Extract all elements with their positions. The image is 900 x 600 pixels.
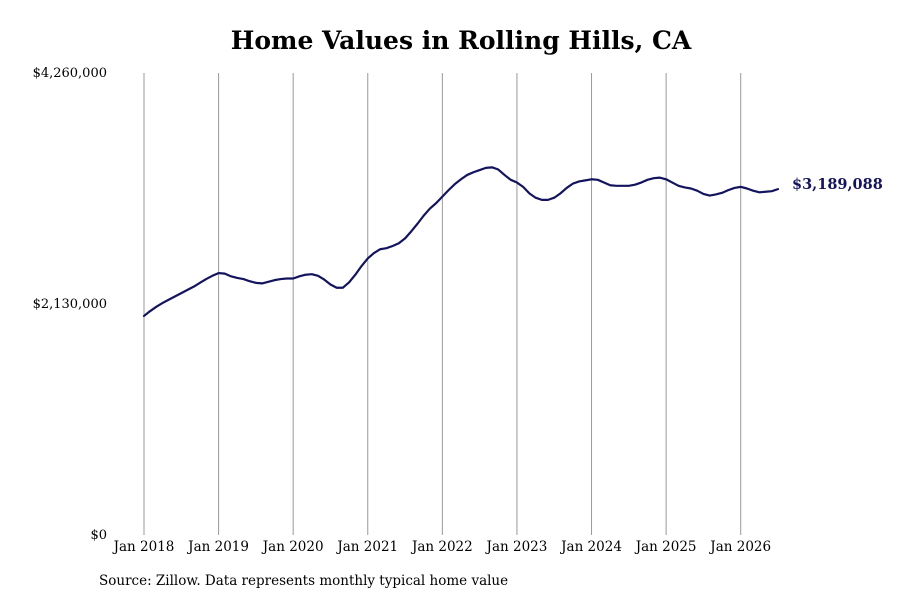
x-tick-label: Jan 2020 bbox=[261, 539, 324, 555]
y-tick-label: $4,260,000 bbox=[33, 66, 107, 81]
source-note: Source: Zillow. Data represents monthly … bbox=[99, 573, 509, 589]
x-tick-label: Jan 2022 bbox=[410, 539, 473, 555]
x-tick-label: Jan 2023 bbox=[485, 539, 548, 555]
x-tick-label: Jan 2024 bbox=[559, 539, 622, 555]
x-axis-ticks: Jan 2018 Jan 2019 Jan 2020 Jan 2021 Jan 2022… bbox=[112, 539, 772, 555]
y-tick-label: $0 bbox=[90, 528, 107, 543]
x-tick-label: Jan 2026 bbox=[708, 539, 771, 555]
end-value-label: $3,189,088 bbox=[792, 176, 883, 193]
y-tick-label: $2,130,000 bbox=[33, 297, 107, 312]
series-layer: $3,189,088 bbox=[142, 166, 883, 318]
gridlines bbox=[143, 73, 742, 535]
x-tick-label: Jan 2021 bbox=[335, 539, 398, 555]
series-line-0 bbox=[142, 166, 780, 318]
x-tick-label: Jan 2018 bbox=[112, 539, 175, 555]
x-tick-label: Jan 2019 bbox=[186, 539, 249, 555]
y-axis-ticks: $0 $2,130,000 $4,260,000 bbox=[33, 66, 107, 543]
chart-title: Home Values in Rolling Hills, CA bbox=[230, 26, 692, 55]
x-tick-label: Jan 2025 bbox=[634, 539, 697, 555]
